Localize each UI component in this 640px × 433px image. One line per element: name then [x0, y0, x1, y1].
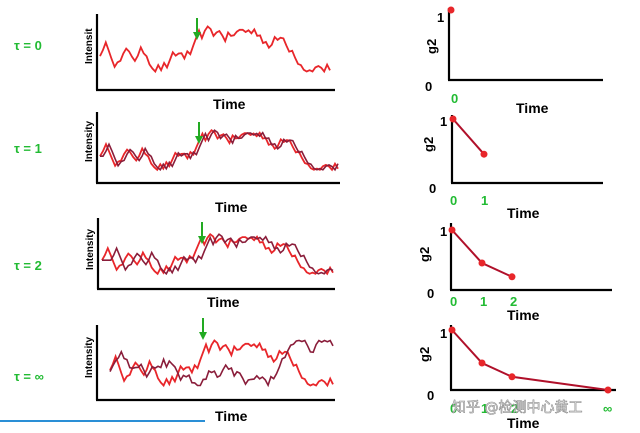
- g2-xtick-0-1: 0: [450, 193, 457, 208]
- g2-xtick-0-2: 0: [450, 294, 457, 309]
- g2-xtick-1-3: 1: [481, 401, 488, 416]
- g2-point-3-3: [604, 386, 612, 394]
- g2-ytick-0-2: 0: [427, 286, 434, 301]
- tau-label-1: τ = 1: [14, 141, 42, 156]
- g2-curve-2: [448, 226, 516, 281]
- g2-decay-line-2: [451, 229, 513, 278]
- g2-curve-3: [448, 326, 612, 394]
- trace-group-0: [99, 25, 331, 74]
- arrow-icon-3: [199, 318, 207, 340]
- intensity-ylabel-0: Intensit: [84, 28, 95, 64]
- watermark-text: 知乎 @检测中心黄工: [452, 399, 582, 416]
- g2-xtick-2-3: 2: [511, 401, 518, 416]
- g2-xlabel-1: Time: [507, 205, 540, 221]
- g2-panel-3: g2 1 0 0 1 2 ∞ Time: [417, 325, 616, 431]
- g2-ylabel-1: g2: [421, 137, 436, 152]
- intensity-trace-3-1: [109, 339, 334, 388]
- g2-point-3-1: [478, 359, 486, 367]
- g2-xlabel-0: Time: [516, 100, 549, 116]
- intensity-trace-panel-0: Intensit Time: [84, 14, 335, 112]
- intensity-trace-3-0: [109, 339, 334, 388]
- g2-decay-line-1: [452, 118, 485, 155]
- intensity-trace-0-0: [99, 25, 331, 74]
- g2-ylabel-2: g2: [417, 247, 432, 262]
- intensity-trace-1-1: [100, 129, 339, 172]
- g2-curve-0: [447, 6, 455, 14]
- g2-ytick-0-0: 0: [425, 79, 432, 94]
- arrow-icon-2: [198, 222, 206, 244]
- g2-point-3-0: [448, 326, 456, 334]
- g2-point-2-2: [508, 273, 516, 281]
- intensity-ylabel-2: Intensity: [85, 228, 96, 270]
- intensity-trace-2-1: [102, 233, 334, 276]
- g2-point-2-1: [478, 259, 486, 267]
- trace-group-2: [101, 232, 334, 276]
- intensity-ylabel-1: Intensity: [84, 120, 95, 162]
- g2-ylabel-0: g2: [424, 39, 439, 54]
- g2-xtick-0-0: 0: [451, 91, 458, 106]
- arrow-icon-0: [193, 18, 201, 40]
- g2-panel-1: g2 1 0 0 1 Time: [421, 114, 603, 221]
- trace-group-1: [99, 128, 339, 172]
- intensity-trace-panel-1: Intensity Time: [84, 112, 340, 215]
- arrow-icon-1: [195, 122, 203, 144]
- g2-ytick-1-1: 1: [440, 114, 447, 129]
- g2-xtick-inf-3: ∞: [603, 401, 612, 416]
- g2-xtick-2-2: 2: [510, 294, 517, 309]
- g2-xlabel-2: Time: [507, 307, 540, 323]
- g2-ytick-1-2: 1: [440, 224, 447, 239]
- g2-point-3-2: [508, 373, 516, 381]
- intensity-xlabel-2: Time: [207, 294, 240, 310]
- tau-label-0: τ = 0: [14, 38, 42, 53]
- tau-label-3: τ = ∞: [14, 369, 44, 384]
- intensity-xlabel-3: Time: [215, 408, 248, 424]
- g2-panel-0: g2 1 0 0 Time: [424, 6, 603, 116]
- g2-ytick-1-0: 1: [437, 10, 444, 25]
- tau-label-2: τ = 2: [14, 258, 42, 273]
- intensity-xlabel-1: Time: [215, 199, 248, 215]
- g2-ytick-0-1: 0: [429, 181, 436, 196]
- intensity-trace-panel-3: Intensity Time: [84, 318, 335, 424]
- intensity-trace-2-0: [101, 232, 334, 276]
- g2-xtick-1-2: 1: [480, 294, 487, 309]
- g2-panel-2: g2 1 0 0 1 2 Time: [417, 223, 612, 323]
- g2-xlabel-3: Time: [507, 415, 540, 431]
- intensity-xlabel-0: Time: [213, 96, 246, 112]
- g2-point-1-1: [480, 150, 488, 158]
- g2-point-0-0: [447, 6, 455, 14]
- g2-decay-line-3: [451, 329, 609, 391]
- g2-ylabel-3: g2: [417, 347, 432, 362]
- g2-xtick-0-3: 0: [450, 401, 457, 416]
- trace-group-3: [109, 339, 334, 388]
- intensity-ylabel-3: Intensity: [84, 336, 95, 378]
- intensity-trace-panel-2: Intensity Time: [85, 218, 335, 310]
- g2-ytick-0-3: 0: [427, 388, 434, 403]
- g2-point-1-0: [449, 115, 457, 123]
- g2-ytick-1-3: 1: [440, 326, 447, 341]
- g2-point-2-0: [448, 226, 456, 234]
- g2-xtick-1-1: 1: [481, 193, 488, 208]
- g2-curve-1: [449, 115, 488, 158]
